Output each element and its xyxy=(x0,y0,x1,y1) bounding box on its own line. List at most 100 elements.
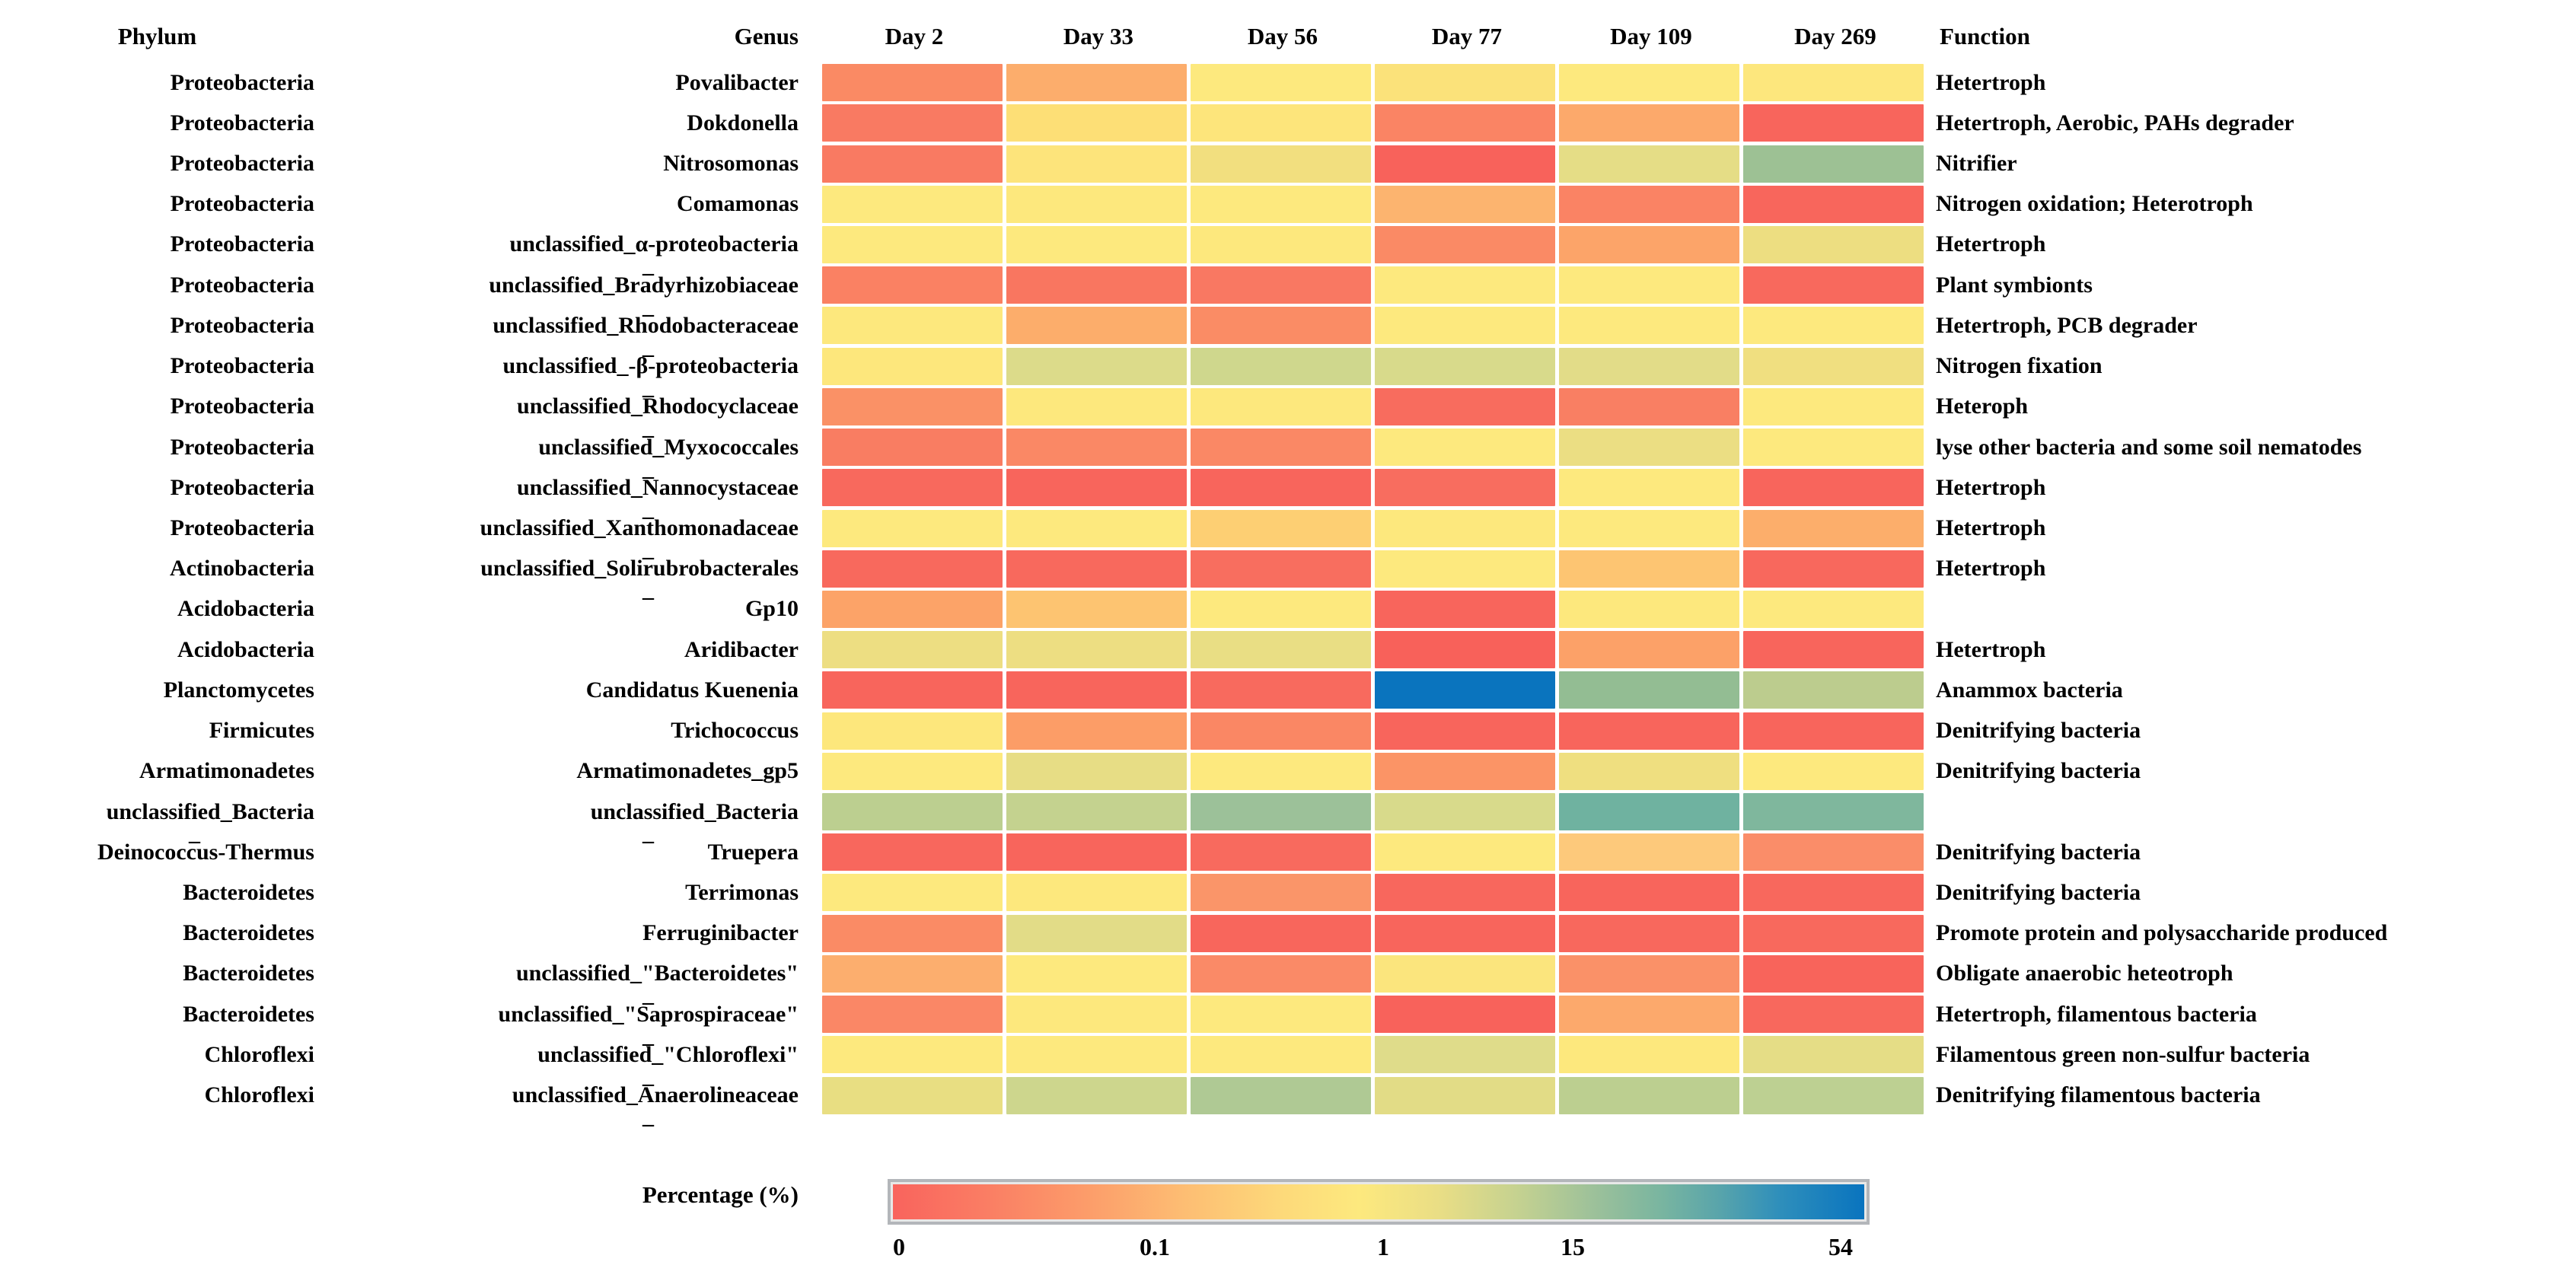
function-label: Denitrifying bacteria xyxy=(1936,718,2141,744)
phylum-label: Acidobacteria xyxy=(177,596,314,622)
heatmap-cell-r4-c5 xyxy=(1559,185,1739,223)
heatmap-cell-r18-c4 xyxy=(1375,752,1555,790)
genus-label: unclassified_"Saprospiraceae" _ xyxy=(498,1001,799,1048)
genus-label: Gp10 xyxy=(744,596,799,622)
genus-label: unclassified_Rhodocyclaceae _ xyxy=(517,394,799,441)
heatmap-cell-r22-c5 xyxy=(1559,914,1739,952)
heatmap-cell-r19-c2 xyxy=(1006,793,1187,831)
heatmap-table: Proteobacteria Povalibacter Hetertroph Prot… xyxy=(0,62,2576,1128)
phylum-label: Proteobacteria xyxy=(170,191,314,217)
heatmap-cell-r5-c4 xyxy=(1375,225,1555,263)
genus-label: Nitrosomonas xyxy=(663,151,799,177)
heatmap-cell-r4-c1 xyxy=(822,185,1003,223)
table-row: Bacteroidetes unclassified_"Saprospiracea… xyxy=(0,994,2576,1048)
heatmap-cell-r7-c2 xyxy=(1006,307,1187,345)
heatmap-cell-r21-c1 xyxy=(822,874,1003,912)
table-row: unclassified_Bacteria _ unclassified_Bacte… xyxy=(0,792,2576,846)
function-label: Hetertroph, PCB degrader xyxy=(1936,312,2198,338)
heatmap-cell-r7-c5 xyxy=(1559,307,1739,345)
function-label: Nitrogen fixation xyxy=(1936,353,2103,379)
heatmap-cell-r3-c5 xyxy=(1559,145,1739,183)
heatmap-cell-r15-c6 xyxy=(1743,631,1924,669)
function-label: Hetertroph xyxy=(1936,474,2046,500)
heatmap-cell-r25-c6 xyxy=(1743,1036,1924,1074)
table-row: Proteobacteria unclassified_Nannocystacea… xyxy=(0,467,2576,521)
phylum-label: Proteobacteria xyxy=(170,515,314,541)
genus-label: unclassified_Rhodobacteraceae _ xyxy=(493,312,799,359)
heatmap-cell-r8-c4 xyxy=(1375,347,1555,385)
function-label: Nitrifier xyxy=(1936,151,2017,177)
heatmap-cell-r12-c5 xyxy=(1559,509,1739,547)
wrapped-underscore: _ xyxy=(642,293,654,319)
heatmap-cell-r6-c3 xyxy=(1191,266,1371,304)
heatmap-cell-r14-c2 xyxy=(1006,590,1187,628)
wrapped-underscore: _ xyxy=(642,820,654,846)
heatmap-cell-r24-c2 xyxy=(1006,996,1187,1034)
genus-label: unclassified_Myxococcales _ xyxy=(538,434,799,481)
heatmap-cell-r13-c4 xyxy=(1375,550,1555,588)
phylum-label: Proteobacteria xyxy=(170,151,314,177)
heatmap-cell-r3-c3 xyxy=(1191,145,1371,183)
heatmap-cell-r14-c4 xyxy=(1375,590,1555,628)
heatmap-cell-r20-c2 xyxy=(1006,833,1187,872)
heatmap-cell-r5-c6 xyxy=(1743,225,1924,263)
heatmap-cell-r10-c6 xyxy=(1743,429,1924,467)
heatmap-cell-r25-c5 xyxy=(1559,1036,1739,1074)
wrapped-underscore: _ xyxy=(642,1063,654,1088)
heatmap-cell-r16-c2 xyxy=(1006,671,1187,709)
heatmap-cell-r22-c2 xyxy=(1006,914,1187,952)
day-header-5: Day 109 xyxy=(1610,23,1692,49)
heatmap-cell-r21-c6 xyxy=(1743,874,1924,912)
heatmap-cell-r1-c1 xyxy=(822,64,1003,102)
function-label: Hetertroph, Aerobic, PAHs degrader xyxy=(1936,110,2294,135)
heatmap-cell-r20-c5 xyxy=(1559,833,1739,872)
table-row: Chloroflexi unclassified_"Chloroflexi" _ Fi… xyxy=(0,1034,2576,1087)
heatmap-cell-r10-c5 xyxy=(1559,429,1739,467)
wrapped-underscore: _ xyxy=(642,577,654,603)
genus-label: Trichococcus xyxy=(671,718,799,744)
table-row: Chloroflexi unclassified_Anaerolineaceae _… xyxy=(0,1075,2576,1128)
heatmap-cell-r22-c4 xyxy=(1375,914,1555,952)
heatmap-cell-r3-c1 xyxy=(822,145,1003,183)
heatmap-cell-r17-c4 xyxy=(1375,712,1555,750)
heatmap-cell-r17-c1 xyxy=(822,712,1003,750)
heatmap-cell-r23-c3 xyxy=(1191,954,1371,993)
heatmap-cell-r11-c6 xyxy=(1743,469,1924,507)
phylum-label: Proteobacteria xyxy=(170,272,314,298)
heatmap-cell-r2-c3 xyxy=(1191,104,1371,142)
legend-tick-54: 54 xyxy=(1828,1233,1853,1260)
phylum-label: Bacteroidetes xyxy=(183,879,314,905)
heatmap-cell-r8-c3 xyxy=(1191,347,1371,385)
phylum-label: unclassified_Bacteria _ xyxy=(106,798,314,846)
genus-label: Armatimonadetes_gp5 xyxy=(576,758,799,784)
heatmap-cell-r11-c1 xyxy=(822,469,1003,507)
heatmap-cell-r26-c5 xyxy=(1559,1076,1739,1114)
heatmap-cell-r20-c1 xyxy=(822,833,1003,872)
heatmap-cell-r16-c4 xyxy=(1375,671,1555,709)
heatmap-cell-r2-c5 xyxy=(1559,104,1739,142)
heatmap-cell-r10-c4 xyxy=(1375,429,1555,467)
heatmap-cell-r12-c2 xyxy=(1006,509,1187,547)
phylum-label: Proteobacteria xyxy=(170,353,314,379)
heatmap-cell-r18-c1 xyxy=(822,752,1003,790)
phylum-column-header: Phylum xyxy=(117,23,197,49)
heatmap-cell-r17-c5 xyxy=(1559,712,1739,750)
heatmap-cell-r21-c3 xyxy=(1191,874,1371,912)
function-label: Filamentous green non-sulfur bacteria xyxy=(1936,1041,2310,1067)
phylum-label: Proteobacteria xyxy=(170,110,314,135)
heatmap-cell-r15-c2 xyxy=(1006,631,1187,669)
function-label: Denitrifying filamentous bacteria xyxy=(1936,1082,2261,1108)
wrapped-underscore: _ xyxy=(642,374,654,400)
heatmap-cell-r19-c1 xyxy=(822,793,1003,831)
genus-label: unclassified_Nannocystaceae _ xyxy=(517,474,799,521)
heatmap-cell-r26-c2 xyxy=(1006,1076,1187,1114)
genus-label: Povalibacter xyxy=(675,69,799,95)
table-row: Proteobacteria unclassified_Bradyrhizobia… xyxy=(0,265,2576,317)
heatmap-cell-r11-c5 xyxy=(1559,469,1739,507)
heatmap-cell-r18-c5 xyxy=(1559,752,1739,790)
phylum-label: Bacteroidetes xyxy=(183,961,314,986)
heatmap-cell-r7-c3 xyxy=(1191,307,1371,345)
heatmap-cell-r15-c5 xyxy=(1559,631,1739,669)
phylum-label: Firmicutes xyxy=(209,718,314,744)
genus-label: unclassified_Xanthomonadaceae _ xyxy=(480,515,799,562)
